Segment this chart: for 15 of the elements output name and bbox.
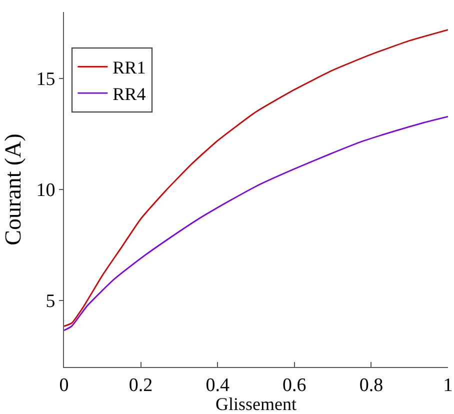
x-tick-label: 0 (59, 374, 69, 396)
legend-label: RR1 (112, 58, 146, 78)
x-tick-label: 0.2 (128, 374, 153, 396)
y-tick-label: 10 (36, 180, 56, 202)
x-tick-label: 1 (443, 374, 453, 396)
y-tick-label: 15 (36, 69, 56, 90)
y-tick-label: 5 (46, 291, 56, 312)
line-series (64, 116, 448, 332)
legend-label: RR4 (112, 84, 146, 104)
x-tick-label: 0.4 (206, 374, 230, 396)
x-axis-title: Glissement (216, 394, 296, 414)
line-series (64, 29, 448, 327)
x-tick-label: 0.8 (359, 374, 384, 396)
y-axis-title: Courant (A) (0, 134, 26, 246)
x-tick-label: 0.6 (282, 374, 306, 396)
